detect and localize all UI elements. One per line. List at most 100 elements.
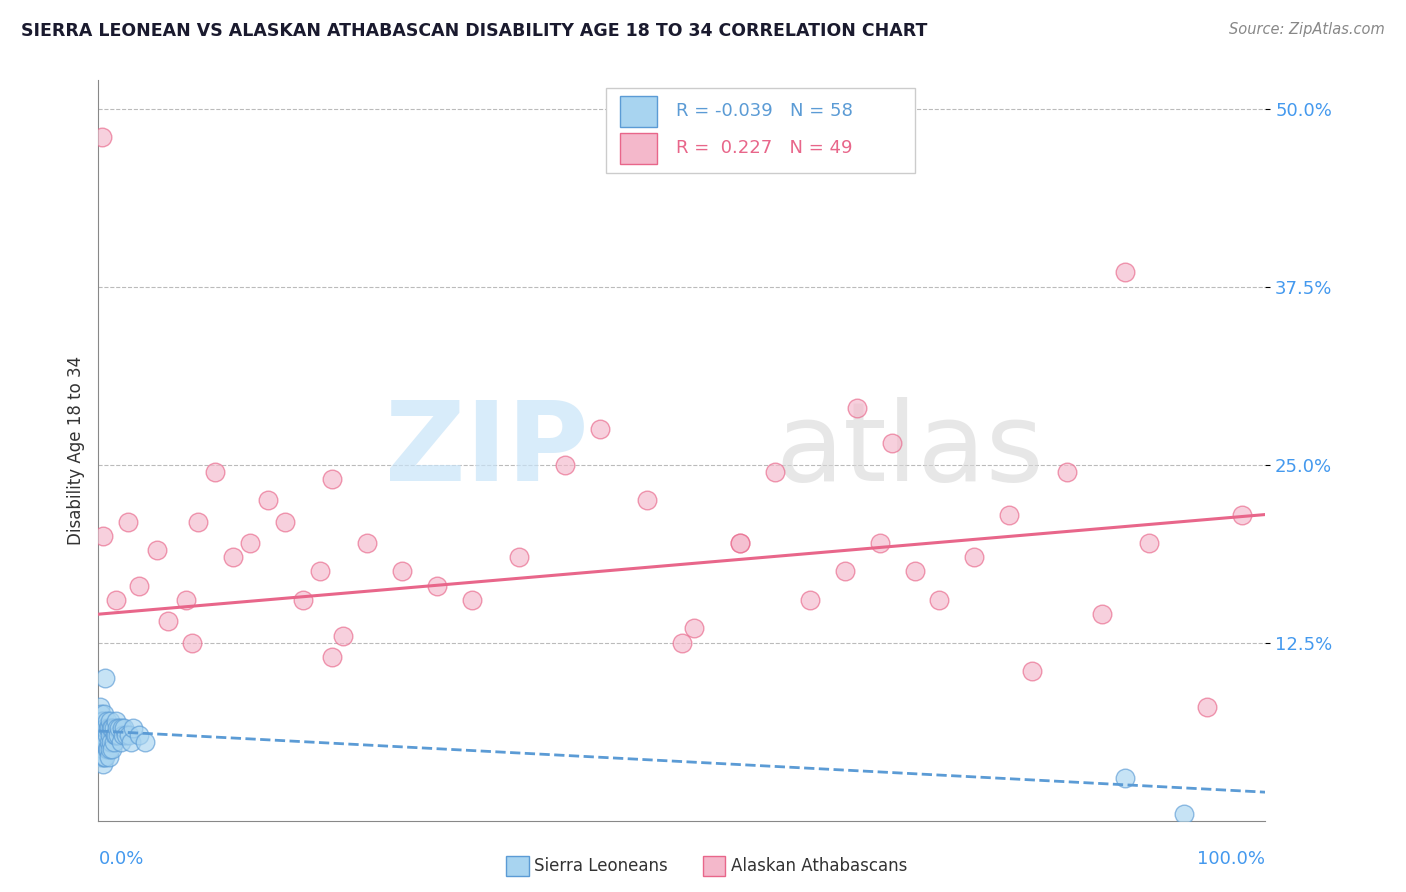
Point [134,735,156,749]
Point [97,735,120,749]
Point [98,742,121,756]
Point [94,671,117,685]
Point [274,515,297,529]
Point [239,536,262,550]
Point [332,628,354,642]
FancyBboxPatch shape [606,87,915,173]
Point [928,593,950,607]
Point [554,458,576,472]
Point [93,706,115,721]
Point [94,721,117,735]
Point [93,721,115,735]
Point [122,721,145,735]
Point [111,728,134,742]
Point [90,714,112,728]
Point [103,721,125,735]
Point [799,593,821,607]
Point [89,728,111,742]
Point [101,721,124,735]
Point [90,735,112,749]
Point [426,579,449,593]
Point [309,565,332,579]
Point [97,742,120,756]
Point [97,721,120,735]
Point [91,756,114,771]
Point [96,714,118,728]
Point [869,536,891,550]
Point [117,515,139,529]
Text: R =  0.227   N = 49: R = 0.227 N = 49 [676,138,852,157]
Text: SIERRA LEONEAN VS ALASKAN ATHABASCAN DISABILITY AGE 18 TO 34 CORRELATION CHART: SIERRA LEONEAN VS ALASKAN ATHABASCAN DIS… [21,22,928,40]
Point [100,721,122,735]
Point [763,465,786,479]
Point [146,543,169,558]
Y-axis label: Disability Age 18 to 34: Disability Age 18 to 34 [66,356,84,545]
Point [321,649,343,664]
Point [589,422,612,436]
Point [508,550,530,565]
Point [128,579,150,593]
Point [118,728,141,742]
Point [291,593,314,607]
Point [104,593,127,607]
Point [94,749,117,764]
Point [391,565,413,579]
Point [94,735,117,749]
Point [256,493,278,508]
Point [356,536,378,550]
Point [110,735,132,749]
Point [880,436,903,450]
Point [997,508,1019,522]
Point [1137,536,1160,550]
Point [90,735,112,749]
Text: Alaskan Athabascans: Alaskan Athabascans [731,857,907,875]
Point [221,550,243,565]
Point [89,714,111,728]
Point [1230,508,1253,522]
Point [682,622,704,636]
Point [111,721,134,735]
Point [730,536,752,550]
Point [104,714,127,728]
Point [107,728,129,742]
Text: Sierra Leoneans: Sierra Leoneans [534,857,668,875]
Text: 0.0%: 0.0% [98,850,143,868]
Text: R = -0.039   N = 58: R = -0.039 N = 58 [676,102,853,120]
Point [1114,265,1136,279]
Point [1091,607,1114,622]
Bar [620,95,658,127]
Point [96,742,118,756]
Point [97,749,120,764]
Point [104,728,127,742]
Point [104,728,127,742]
Point [100,735,122,749]
Point [904,565,927,579]
Point [90,721,112,735]
Point [846,401,869,415]
Point [90,728,112,742]
Point [90,130,112,145]
Point [96,728,118,742]
Point [157,615,180,629]
Point [1173,806,1195,821]
Point [671,635,693,649]
Text: atlas: atlas [775,397,1043,504]
Point [321,472,343,486]
Point [91,742,114,756]
Bar [620,133,658,164]
Text: ZIP: ZIP [385,397,589,504]
Point [98,728,121,742]
Point [101,742,124,756]
Point [204,465,226,479]
Point [90,749,112,764]
Point [91,714,114,728]
Point [1195,699,1218,714]
Point [174,593,197,607]
Point [636,493,658,508]
Point [187,515,209,529]
Point [90,706,112,721]
Point [128,728,150,742]
Point [93,735,115,749]
Text: 100.0%: 100.0% [1198,850,1265,868]
Point [834,565,856,579]
